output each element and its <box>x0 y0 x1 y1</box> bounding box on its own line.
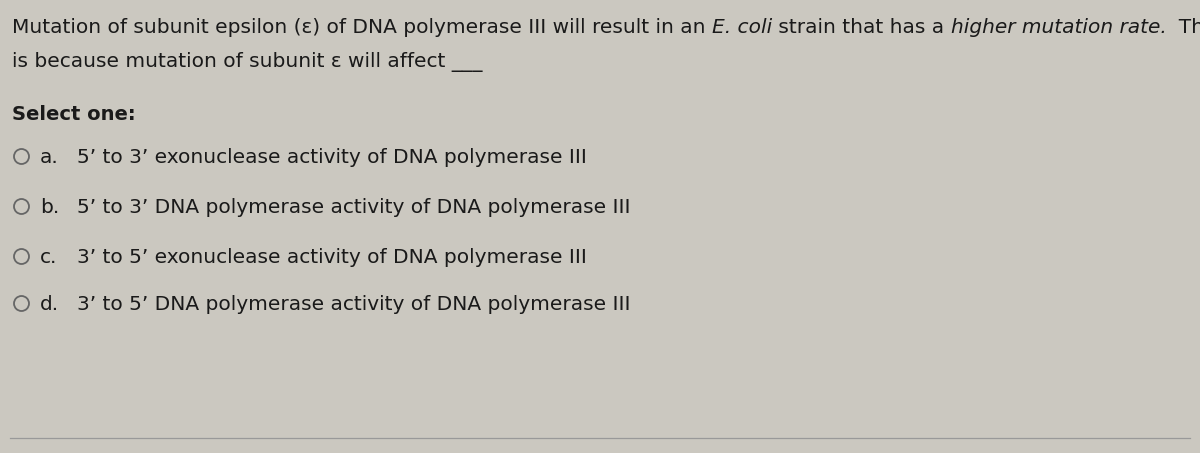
Text: is because mutation of subunit ε will affect ___: is because mutation of subunit ε will af… <box>12 52 482 72</box>
Text: a.: a. <box>40 148 59 167</box>
Text: b.: b. <box>40 198 59 217</box>
Text: higher mutation rate.: higher mutation rate. <box>950 18 1166 37</box>
Text: Select one:: Select one: <box>12 105 136 124</box>
Text: E. coli: E. coli <box>712 18 772 37</box>
Text: 3’ to 5’ DNA polymerase activity of DNA polymerase III: 3’ to 5’ DNA polymerase activity of DNA … <box>77 295 630 314</box>
Text: 5’ to 3’ exonuclease activity of DNA polymerase III: 5’ to 3’ exonuclease activity of DNA pol… <box>77 148 587 167</box>
Text: This: This <box>1166 18 1200 37</box>
Text: c.: c. <box>40 248 58 267</box>
Text: d.: d. <box>40 295 59 314</box>
Text: 5’ to 3’ DNA polymerase activity of DNA polymerase III: 5’ to 3’ DNA polymerase activity of DNA … <box>77 198 630 217</box>
Text: Mutation of subunit epsilon (ε) of DNA polymerase III will result in an: Mutation of subunit epsilon (ε) of DNA p… <box>12 18 712 37</box>
Text: 3’ to 5’ exonuclease activity of DNA polymerase III: 3’ to 5’ exonuclease activity of DNA pol… <box>77 248 587 267</box>
Text: strain that has a: strain that has a <box>772 18 950 37</box>
